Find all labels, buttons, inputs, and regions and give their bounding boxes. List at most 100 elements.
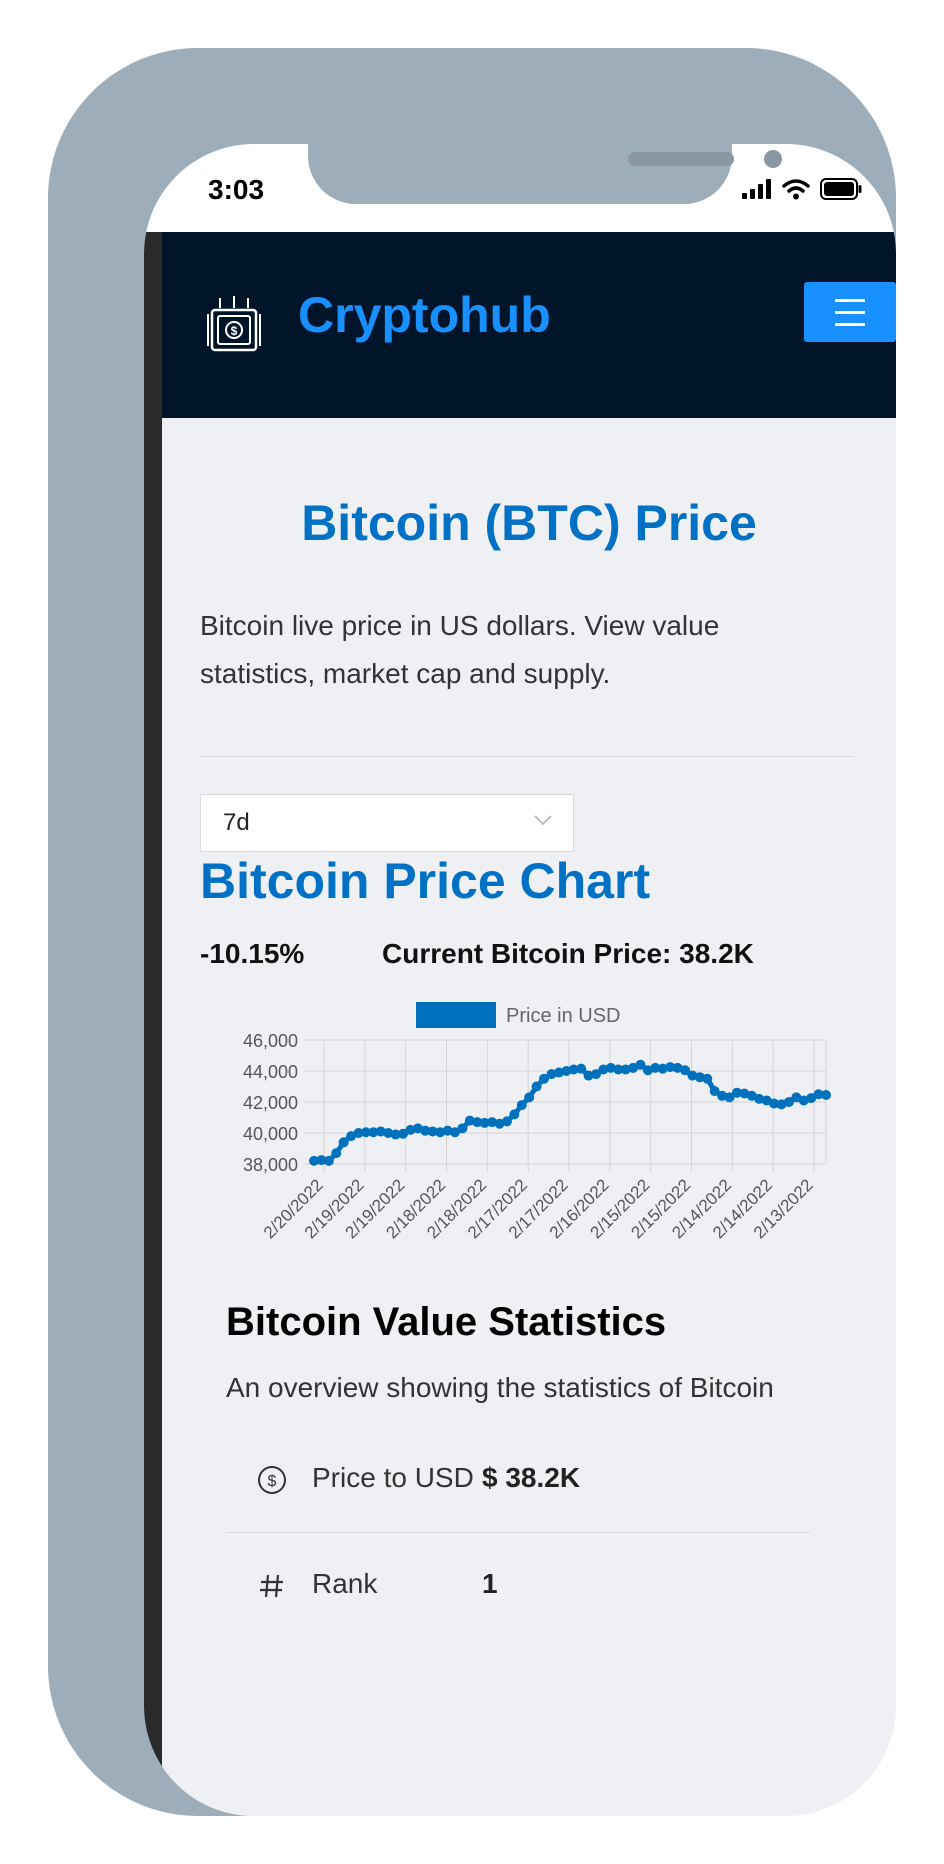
y-tick-label: 38,000	[243, 1155, 298, 1175]
data-point	[620, 1064, 631, 1075]
data-point	[687, 1070, 698, 1081]
data-point	[650, 1062, 661, 1073]
price-chart: Price in USD 46,000 44,000 42,000 40,000 38,0…	[243, 1002, 831, 1242]
data-point	[539, 1073, 550, 1084]
data-point	[405, 1124, 416, 1135]
data-point	[442, 1125, 453, 1136]
data-point	[769, 1098, 780, 1109]
stat-label: Rank	[312, 1568, 378, 1599]
data-point	[561, 1066, 572, 1076]
data-point	[398, 1128, 409, 1139]
data-point	[501, 1116, 512, 1127]
stats-description: An overview showing the statistics of Bi…	[226, 1372, 774, 1403]
data-point	[576, 1063, 587, 1074]
notch	[308, 144, 782, 204]
data-point	[427, 1126, 438, 1137]
data-point	[323, 1155, 334, 1166]
data-point	[524, 1092, 535, 1103]
y-tick-label: 46,000	[243, 1031, 298, 1051]
data-point	[368, 1127, 379, 1138]
wifi-icon	[782, 179, 810, 200]
section-divider	[200, 756, 854, 757]
data-point	[665, 1062, 676, 1073]
data-point	[420, 1125, 431, 1136]
legend-swatch	[416, 1002, 496, 1028]
data-point	[338, 1137, 349, 1148]
data-point	[360, 1127, 371, 1138]
y-tick-label: 40,000	[243, 1124, 298, 1144]
data-point	[754, 1093, 765, 1104]
current-price: Current Bitcoin Price: 38.2K	[382, 938, 754, 969]
navbar: $ Cryptohub	[162, 232, 896, 418]
data-point	[598, 1064, 609, 1075]
stat-value: $ 38.2K	[482, 1462, 581, 1493]
chevron-down-icon	[534, 815, 552, 826]
hamburger-icon	[835, 299, 865, 302]
signal-icon	[742, 179, 771, 199]
data-point	[331, 1148, 342, 1159]
timeframe-select[interactable]: 7d	[200, 794, 574, 852]
stats-title: Bitcoin Value Statistics	[226, 1300, 667, 1344]
battery-icon	[820, 178, 862, 200]
data-point	[353, 1128, 364, 1138]
data-point	[568, 1064, 579, 1075]
data-point	[516, 1100, 527, 1111]
svg-text:$: $	[231, 324, 238, 338]
status-time: 3:03	[208, 174, 265, 205]
data-point	[479, 1117, 490, 1128]
data-point	[509, 1109, 520, 1120]
stat-divider	[226, 1532, 810, 1533]
chart-title: Bitcoin Price Chart	[200, 853, 651, 909]
data-point	[657, 1063, 668, 1074]
data-point	[731, 1087, 742, 1098]
svg-text:$: $	[268, 1473, 277, 1490]
data-point	[531, 1081, 542, 1092]
data-point	[375, 1126, 386, 1137]
stat-value: 1	[482, 1568, 498, 1599]
data-point	[717, 1090, 728, 1101]
dollar-circle-icon: $	[258, 1466, 286, 1494]
data-point	[390, 1129, 401, 1140]
money-icon: $	[207, 296, 261, 352]
stat-label: Price to USD	[312, 1462, 474, 1493]
data-point	[783, 1097, 794, 1107]
data-point	[605, 1062, 616, 1073]
data-point	[383, 1128, 394, 1138]
timeframe-value: 7d	[223, 809, 250, 836]
data-point	[813, 1089, 824, 1100]
data-point	[546, 1069, 557, 1080]
stat-row-rank: Rank 1	[226, 1544, 854, 1624]
data-point	[709, 1086, 720, 1097]
page-title: Bitcoin (BTC) Price	[301, 495, 757, 551]
data-point	[680, 1065, 691, 1076]
data-point	[806, 1093, 817, 1104]
brand-name[interactable]: Cryptohub	[298, 287, 551, 343]
number-icon	[260, 1574, 283, 1598]
data-point	[472, 1117, 483, 1128]
hamburger-line	[835, 311, 865, 314]
camera	[764, 150, 782, 168]
data-point	[457, 1123, 468, 1134]
screen: 3:03	[144, 144, 896, 1816]
left-edge-bar	[144, 232, 162, 1816]
legend-label: Price in USD	[506, 1005, 620, 1027]
data-point	[309, 1155, 319, 1166]
data-point	[316, 1155, 327, 1166]
y-tick-label: 42,000	[243, 1093, 298, 1113]
data-point	[435, 1127, 446, 1138]
y-tick-label: 44,000	[243, 1062, 298, 1082]
speaker	[628, 152, 734, 166]
hamburger-line	[835, 323, 865, 326]
menu-button[interactable]	[804, 282, 896, 342]
data-point	[635, 1059, 646, 1070]
phone-frame: 3:03	[48, 48, 896, 1816]
stat-row-price: $ Price to USD $ 38.2K	[226, 1438, 854, 1518]
data-point	[702, 1073, 713, 1084]
data-point	[613, 1064, 624, 1075]
status-icons	[742, 178, 862, 200]
data-point	[590, 1069, 601, 1080]
data-point	[694, 1072, 705, 1083]
data-point	[553, 1067, 564, 1078]
series-line	[313, 1062, 827, 1164]
data-point	[583, 1070, 594, 1081]
